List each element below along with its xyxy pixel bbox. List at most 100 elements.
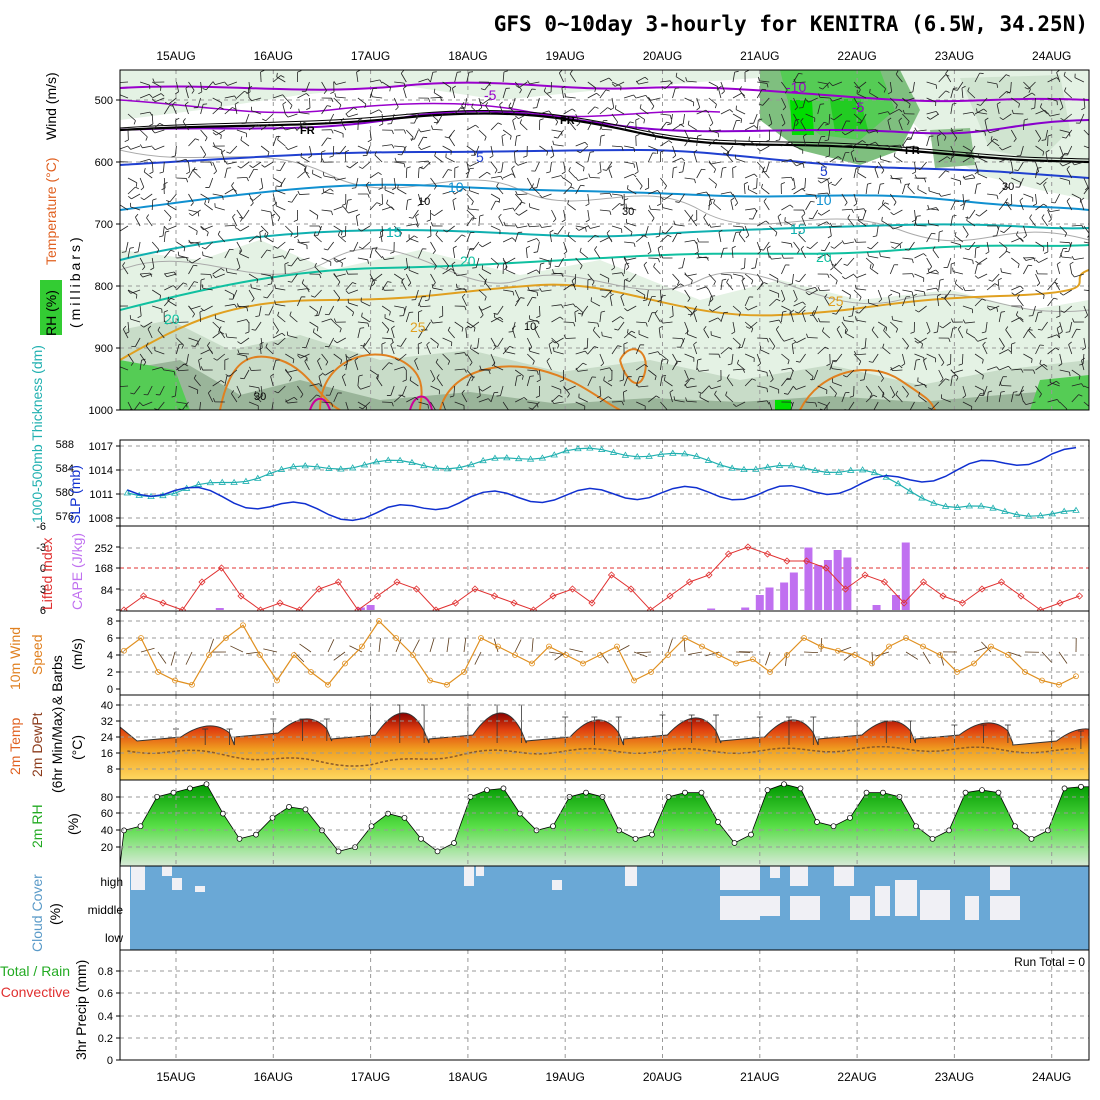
wind-point — [1073, 673, 1079, 680]
wind-point — [954, 669, 960, 675]
rh-point — [649, 831, 655, 838]
cloud-level-middle: middle — [88, 903, 124, 917]
cloud-gap — [720, 896, 760, 920]
li-point — [139, 592, 148, 600]
thickness-point — [467, 460, 475, 468]
contour-label: 25 — [828, 293, 844, 309]
rh-point — [913, 823, 919, 830]
cape-bar — [356, 607, 365, 610]
thickness-point — [1036, 511, 1045, 519]
rh-point — [401, 814, 408, 821]
li-point — [841, 585, 850, 593]
cloud-gap — [875, 886, 890, 916]
wind-point — [393, 635, 399, 641]
date-label: 18AUG — [448, 1070, 487, 1084]
rh2m-label: 2m RH — [29, 804, 45, 848]
slp-series-line — [127, 446, 1077, 522]
thickness-point — [1001, 507, 1009, 514]
cloud-gap — [920, 890, 950, 920]
wind-point — [121, 647, 127, 654]
y-tick-label: 20 — [101, 842, 113, 854]
wind-point — [937, 652, 943, 658]
contour-label: 30 — [622, 206, 634, 218]
cape-bar — [823, 560, 832, 610]
li-point — [705, 571, 713, 579]
thickness-point — [289, 462, 298, 470]
y-tick-label: 2 — [107, 667, 113, 679]
li-point — [237, 592, 245, 600]
rh-point — [236, 835, 243, 842]
contour-label: 20 — [816, 249, 832, 265]
thickness-point — [384, 456, 392, 463]
cape-bar — [804, 547, 813, 610]
upper-left-labels: RH (%) Temperature (°C) Wind (m/s) (mill… — [40, 72, 83, 336]
thickness-point — [230, 478, 238, 485]
date-label: 21AUG — [740, 49, 779, 63]
temperature-label: Temperature (°C) — [43, 157, 59, 265]
thickness-point — [894, 479, 902, 487]
rh-point — [385, 810, 391, 817]
thickness-point — [408, 458, 416, 466]
date-label: 24AUG — [1032, 1070, 1071, 1084]
date-label: 18AUG — [448, 49, 487, 63]
li-point — [588, 599, 596, 607]
cape-tick: 168 — [95, 563, 113, 575]
cloud-gap — [895, 880, 917, 916]
thickness-point — [1072, 506, 1080, 513]
date-label: 21AUG — [740, 1070, 779, 1084]
rh-label: RH (%) — [43, 290, 59, 336]
thickness-point — [337, 465, 345, 472]
cape-bar — [765, 587, 774, 610]
precip-panel: 0.8 0.6 0.4 0.2 0 Run Total = 0 Total / Rain… — [0, 949, 1090, 1067]
thickness-tick: 588 — [56, 439, 74, 451]
thickness-point — [479, 456, 487, 464]
wind-point — [733, 660, 739, 667]
cape-bar — [892, 595, 901, 610]
wind-point — [257, 652, 263, 658]
cloud-gap — [990, 896, 1020, 920]
cloud-panel: high middle low Cloud Cover (%) — [29, 865, 1090, 952]
cape-bar — [741, 607, 750, 610]
thickness-point — [882, 473, 890, 480]
wind-speed-line — [123, 620, 1077, 686]
y-tick-label: 6 — [107, 633, 113, 645]
y-tick-label: 60 — [101, 808, 113, 820]
li-tick: -3 — [36, 542, 46, 554]
rh-point — [500, 785, 507, 792]
wind10m-panel: 8 6 4 2 0 10m Wind Speed & Barbs (m/s) — [7, 610, 1090, 705]
rh-point — [434, 848, 441, 855]
wind-point — [529, 660, 535, 667]
wind-point — [988, 643, 994, 650]
y-tick-label: 1008 — [89, 513, 113, 525]
li-point — [159, 599, 167, 607]
li-tick: 6 — [40, 605, 46, 617]
thickness-point — [586, 444, 594, 451]
thickness-point — [194, 480, 203, 487]
cape-tick: 84 — [101, 585, 113, 597]
thickness-point — [1060, 507, 1068, 514]
thickness-point — [218, 478, 226, 485]
li-point — [939, 592, 947, 600]
thickness-point — [254, 474, 262, 481]
thickness-point — [870, 468, 879, 476]
thickness-point — [443, 465, 452, 472]
cape-bar — [215, 608, 224, 610]
wind-point — [580, 660, 586, 667]
cloud-unit-label: (%) — [47, 903, 63, 925]
li-point — [685, 578, 694, 586]
li-tick: 3 — [40, 584, 46, 596]
wind-point — [767, 669, 773, 675]
wind-unit-label: (m/s) — [69, 638, 85, 670]
li-point — [763, 550, 772, 558]
contour-labels: -5 -10 -5 FR FR FR 5 5 10 10 15 15 20 20… — [164, 79, 1014, 403]
wind-point — [444, 681, 450, 688]
precip-label: 3hr Precip (mm) — [73, 960, 89, 1060]
rh-point — [517, 810, 523, 817]
cape-tick: 252 — [95, 543, 113, 555]
li-point — [490, 592, 499, 600]
wind-point — [818, 643, 824, 650]
cloud-gap — [195, 886, 205, 892]
cloud-gap — [790, 896, 820, 920]
rh-point — [335, 848, 342, 855]
thickness-point — [526, 455, 535, 462]
